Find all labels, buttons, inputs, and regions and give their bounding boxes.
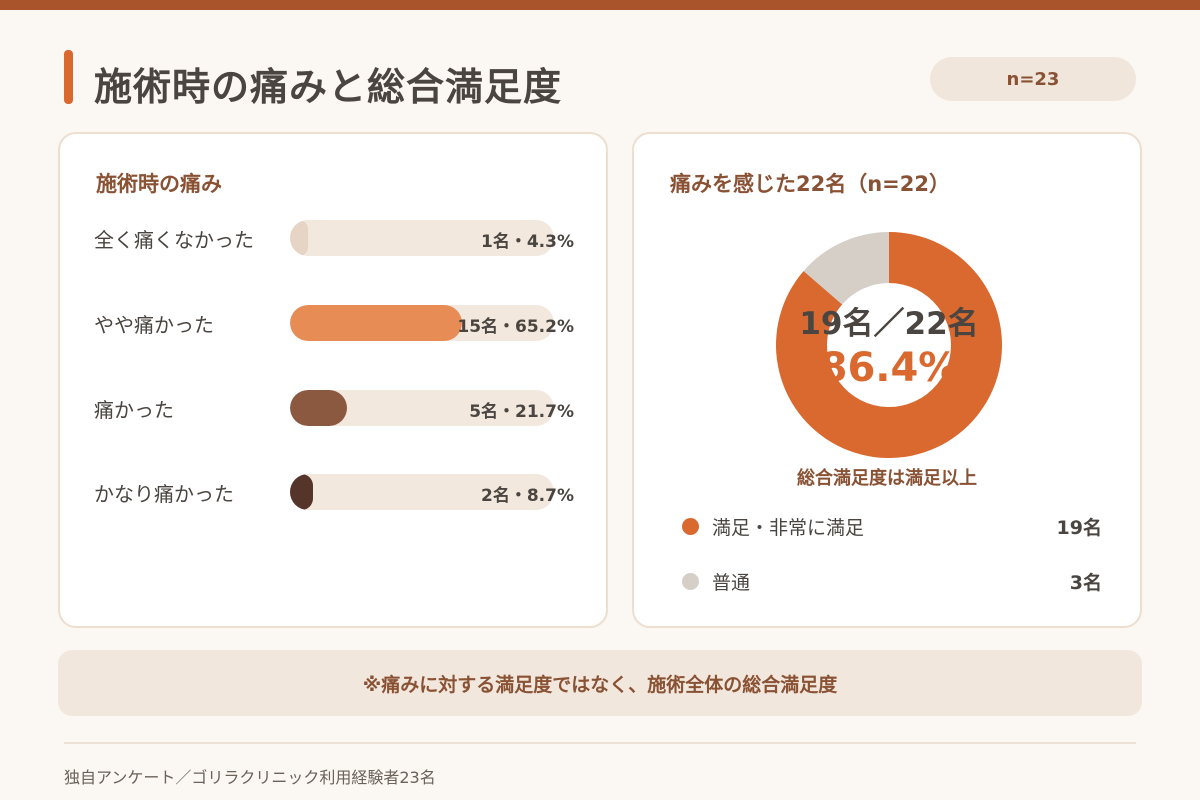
pain-card-heading: 施術時の痛み [96, 172, 222, 196]
note-box: ※痛みに対する満足度ではなく、施術全体の総合満足度 [58, 650, 1142, 716]
donut-slice-1 [803, 232, 889, 305]
pain-bar-value: 15名・65.2% [457, 317, 574, 337]
donut-caption: 総合満足度は満足以上 [797, 468, 977, 489]
legend-dot [682, 573, 699, 590]
pain-bar-track [290, 474, 554, 510]
pain-bar-value: 5名・21.7% [469, 402, 574, 422]
satisfaction-card: 痛みを感じた22名（n=22） 19名／22名 86.4% 総合満足度は満足以上… [632, 132, 1142, 628]
satisfaction-card-heading: 痛みを感じた22名（n=22） [670, 172, 950, 196]
legend-value: 3名 [1069, 572, 1102, 594]
pain-bar-track [290, 305, 554, 341]
pain-bar-row: 痛かった 5名・21.7% [94, 390, 574, 426]
donut-center-percent: 86.4% [819, 344, 959, 391]
donut-slice-0 [776, 232, 1002, 458]
donut-chart: 19名／22名 86.4% [774, 230, 1004, 460]
pain-bar-label: 全く痛くなかった [94, 228, 254, 252]
legend-item: 満足・非常に満足 19名 [682, 511, 1102, 541]
donut-svg [776, 232, 1002, 458]
pain-bar-track [290, 220, 554, 256]
pain-bar-row: かなり痛かった 2名・8.7% [94, 474, 574, 510]
pain-bar-fill [290, 390, 348, 426]
pain-bar-row: 全く痛くなかった 1名・4.3% [94, 220, 574, 256]
title-accent-bar [64, 50, 73, 104]
pain-bar-value: 1名・4.3% [481, 232, 574, 252]
legend-label: 普通 [712, 572, 751, 594]
pain-bar-fill [290, 305, 463, 341]
legend-label: 満足・非常に満足 [712, 517, 865, 539]
donut-center-count: 19名／22名 [799, 305, 979, 342]
sample-size-badge: n=23 [930, 57, 1136, 101]
legend-value: 19名 [1056, 517, 1102, 539]
pain-bar-value: 2名・8.7% [481, 486, 574, 506]
pain-bar-fill [290, 220, 308, 256]
source-text: 独自アンケート／ゴリラクリニック利用経験者23名 [64, 768, 436, 787]
pain-card: 施術時の痛み 全く痛くなかった 1名・4.3% やや痛かった 15名・65.2%… [58, 132, 608, 628]
pain-bar-track [290, 390, 554, 426]
legend-dot [682, 518, 699, 535]
pain-bar-fill [290, 474, 313, 510]
pain-bar-label: かなり痛かった [94, 482, 234, 506]
donut-center: 19名／22名 86.4% [774, 230, 1004, 460]
pain-bar-label: やや痛かった [94, 313, 214, 337]
legend-item: 普通 3名 [682, 566, 1102, 596]
page-title: 施術時の痛みと総合満足度 [94, 65, 563, 109]
pain-bar-row: やや痛かった 15名・65.2% [94, 305, 574, 341]
top-accent-bar [0, 0, 1200, 10]
note-text: ※痛みに対する満足度ではなく、施術全体の総合満足度 [362, 673, 838, 696]
pain-bar-label: 痛かった [94, 398, 174, 422]
footer-divider [64, 742, 1136, 744]
